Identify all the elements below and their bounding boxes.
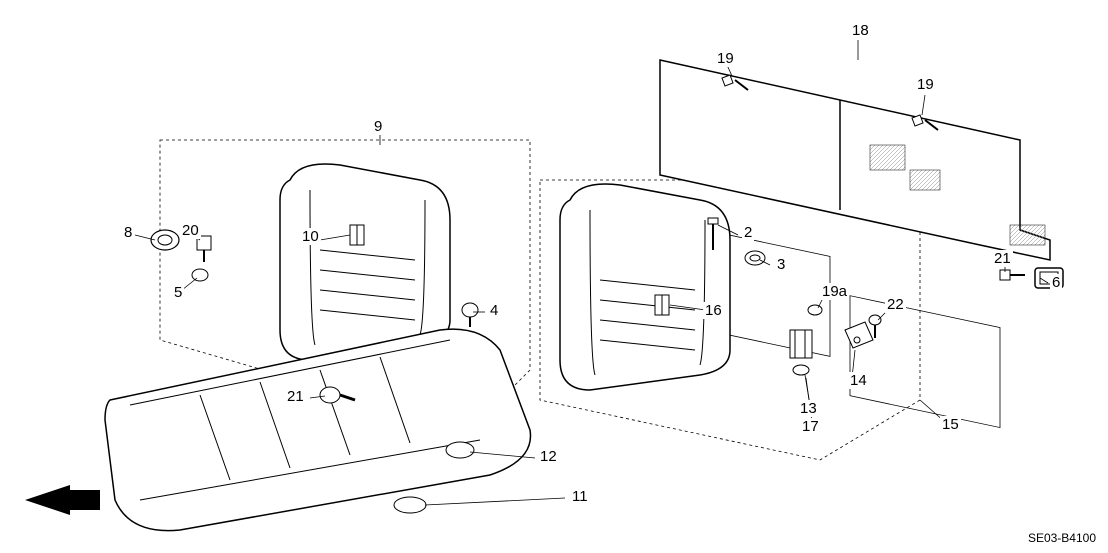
callout-15: 16 xyxy=(703,302,724,319)
callout-4: 4 xyxy=(488,302,500,319)
callout-8: 9 xyxy=(372,118,384,135)
callout-12: 13 xyxy=(798,400,819,417)
callout-19a: 19 xyxy=(715,50,736,67)
callout-10: 11 xyxy=(570,488,590,505)
parts-diagram: 8 20 5 9 10 4 21 12 11 2 3 16 19a 22 13 … xyxy=(0,0,1108,553)
seat-back-left xyxy=(280,164,450,360)
callout-7: 8 xyxy=(122,224,134,241)
callout-19b: 19 xyxy=(915,76,936,93)
seat-back-right xyxy=(560,184,730,390)
seat-cushion xyxy=(105,329,531,530)
callout-3: 3 xyxy=(775,256,787,273)
callout-21: 21 xyxy=(992,250,1013,267)
screw-19b xyxy=(912,115,938,130)
callout-9: 10 xyxy=(300,228,321,245)
callout-5: 5 xyxy=(172,284,184,301)
part-code: SE03-B4100 xyxy=(1028,531,1096,545)
callout-17: 18 xyxy=(850,22,871,39)
callout-14: 15 xyxy=(940,416,961,433)
callout-6: 6 xyxy=(1050,274,1062,291)
screw-19a xyxy=(722,75,748,90)
callout-22: 21 xyxy=(285,388,306,405)
callout-11: 12 xyxy=(538,448,559,465)
callout-23: 22 xyxy=(885,296,906,313)
callout-2: 2 xyxy=(742,224,754,241)
diagram-svg xyxy=(0,0,1108,553)
callout-20: 20 xyxy=(180,222,201,239)
callout-18: 19a xyxy=(820,283,849,300)
callout-16: 17 xyxy=(800,418,821,435)
fr-indicator: FR. xyxy=(65,490,94,511)
callout-13: 14 xyxy=(848,372,869,389)
